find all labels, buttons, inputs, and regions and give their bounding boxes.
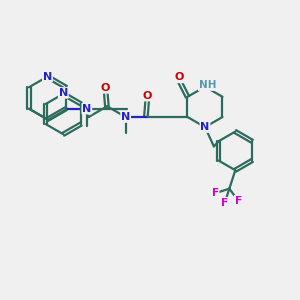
Text: F: F: [212, 188, 219, 198]
Text: N: N: [59, 88, 68, 98]
Text: O: O: [143, 91, 152, 100]
Text: N: N: [200, 122, 210, 132]
Text: O: O: [174, 72, 184, 82]
Text: O: O: [101, 83, 110, 93]
Text: N: N: [121, 112, 130, 122]
Text: F: F: [221, 198, 228, 208]
Text: N: N: [43, 72, 52, 82]
Text: NH: NH: [199, 80, 216, 90]
Text: N: N: [82, 104, 92, 114]
Text: F: F: [235, 196, 242, 206]
